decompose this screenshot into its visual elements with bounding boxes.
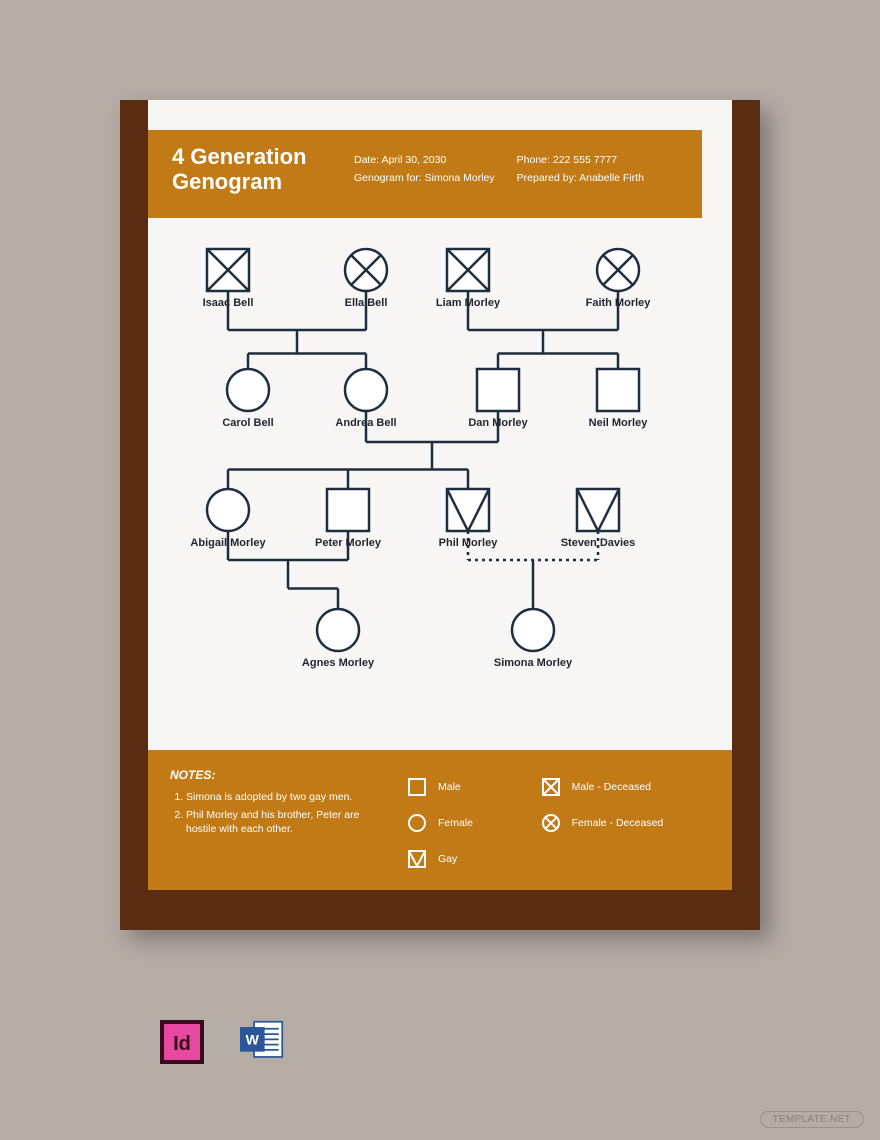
node-label: Phil Morley [439, 537, 498, 549]
legend-icon [408, 778, 426, 796]
indesign-icon: Id [160, 1020, 204, 1064]
node-liam [447, 249, 489, 291]
svg-text:Id: Id [173, 1033, 191, 1055]
node-simona [512, 609, 554, 651]
node-agnes [317, 609, 359, 651]
legend-label: Female [438, 817, 530, 829]
node-neil [597, 369, 639, 411]
notes-text: NOTES: Simona is adopted by two gay men.… [170, 768, 380, 872]
legend-label: Male - Deceased [572, 781, 664, 793]
word-icon: W [240, 1020, 284, 1064]
node-faith [597, 249, 639, 291]
node-label: Faith Morley [586, 297, 651, 309]
node-label: Abigail Morley [190, 537, 265, 549]
node-label: Simona Morley [494, 657, 572, 669]
node-label: Liam Morley [436, 297, 500, 309]
node-label: Dan Morley [468, 417, 527, 429]
node-phil [447, 489, 489, 531]
node-peter [327, 489, 369, 531]
header-bar: 4 Generation Genogram Date: April 30, 20… [148, 130, 702, 218]
node-andrea [345, 369, 387, 411]
node-label: Neil Morley [589, 417, 648, 429]
node-label: Peter Morley [315, 537, 381, 549]
legend-icon [408, 850, 426, 868]
node-abigail [207, 489, 249, 531]
legend: Male Male - Deceased Female Female - Deceas… [408, 768, 663, 872]
legend-label: Gay [438, 853, 530, 865]
node-label: Ella Bell [345, 297, 388, 309]
svg-text:W: W [246, 1032, 260, 1048]
notes-list: Simona is adopted by two gay men. Phil Mo… [170, 790, 380, 837]
node-carol [227, 369, 269, 411]
node-steven [577, 489, 619, 531]
legend-icon [542, 778, 560, 796]
header-meta-right: Phone: 222 555 7777 Prepared by: Anabell… [517, 144, 644, 204]
legend-icon [542, 814, 560, 832]
legend-label: Male [438, 781, 530, 793]
header-meta-left: Date: April 30, 2030 Genogram for: Simon… [354, 144, 495, 204]
document-title: 4 Generation Genogram [172, 144, 332, 204]
node-label: Steven Davies [561, 537, 636, 549]
node-label: Andrea Bell [335, 417, 396, 429]
notes-item: Simona is adopted by two gay men. [186, 790, 380, 804]
node-isaac [207, 249, 249, 291]
notes-title: NOTES: [170, 768, 380, 782]
legend-icon [408, 814, 426, 832]
node-ella [345, 249, 387, 291]
notes-item: Phil Morley and his brother, Peter are h… [186, 808, 380, 836]
node-label: Agnes Morley [302, 657, 374, 669]
node-label: Carol Bell [222, 417, 273, 429]
document-card: 4 Generation Genogram Date: April 30, 20… [120, 100, 760, 930]
genogram-diagram: Isaac Bell Ella Bell Liam Morley Faith Morl… [168, 230, 712, 730]
watermark: TEMPLATE.NET [760, 1111, 864, 1128]
node-label: Isaac Bell [203, 297, 254, 309]
legend-label: Female - Deceased [572, 817, 664, 829]
node-dan [477, 369, 519, 411]
app-icons: Id W [160, 1020, 284, 1064]
notes-panel: NOTES: Simona is adopted by two gay men.… [148, 750, 732, 890]
document-inner: 4 Generation Genogram Date: April 30, 20… [148, 100, 732, 890]
